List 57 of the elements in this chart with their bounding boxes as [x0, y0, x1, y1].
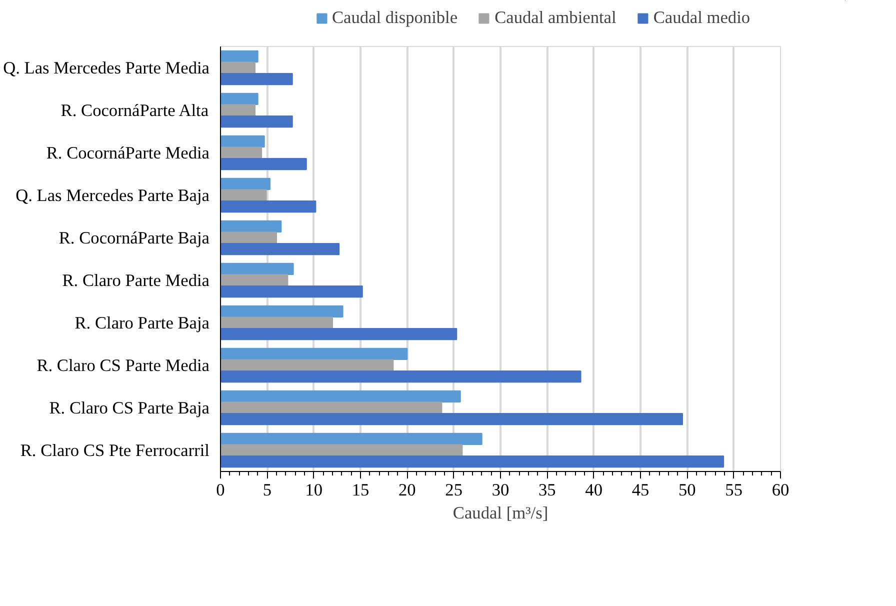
x-tick-label: 20	[398, 480, 416, 500]
y-tick-label: Q. Las Mercedes Parte Baja	[16, 186, 210, 205]
y-tick-label: R. CocornáParte Alta	[60, 100, 209, 120]
bar	[220, 456, 724, 468]
bar	[220, 286, 363, 298]
bar	[220, 413, 683, 426]
bar	[220, 243, 340, 256]
bar	[220, 73, 293, 86]
legend-label: Caudal ambiental	[494, 8, 616, 28]
y-tick-label: R. CocornáParte Media	[46, 143, 210, 162]
x-axis-title: Caudal [m³/s]	[452, 504, 548, 522]
bar	[220, 370, 582, 383]
bar	[220, 220, 282, 232]
bar	[220, 146, 262, 159]
bar	[220, 62, 256, 74]
x-tick-label: 55	[725, 480, 742, 500]
y-tick-label: R. Claro CS Pte Ferrocarril	[20, 440, 210, 460]
bar	[220, 274, 288, 286]
x-tick-label: 45	[632, 480, 650, 500]
x-tick-label: 50	[678, 480, 696, 500]
x-tick-label: 60	[772, 480, 790, 500]
x-tick-label: 25	[445, 480, 462, 500]
bar	[220, 178, 270, 190]
x-tick-label: 10	[305, 480, 322, 500]
bar	[220, 104, 256, 116]
bar	[220, 348, 408, 360]
y-tick-label: R. Claro Parte Media	[62, 270, 210, 290]
x-tick-label: 35	[538, 480, 556, 500]
bar	[220, 116, 293, 128]
bar	[220, 359, 394, 372]
bar	[220, 305, 344, 318]
bar	[220, 158, 307, 170]
legend-label: Caudal disponible	[332, 8, 458, 28]
bar	[220, 316, 333, 329]
bar	[220, 262, 294, 275]
x-tick-label: 5	[262, 480, 272, 500]
bar	[220, 200, 316, 213]
bar	[220, 390, 461, 402]
bar	[220, 189, 267, 202]
y-tick-label: R. Claro CS Parte Media	[36, 356, 210, 375]
y-tick-label: R. CocornáParte Baja	[58, 228, 210, 248]
bar	[220, 232, 277, 244]
legend-label: Caudal medio	[653, 8, 750, 28]
y-tick-label: Q. Las Mercedes Parte Media	[3, 58, 210, 78]
x-tick-label: 15	[352, 480, 370, 500]
y-tick-label: R. Claro Parte Baja	[74, 313, 210, 332]
bar	[220, 432, 482, 445]
bar	[220, 402, 442, 414]
x-tick-label: 0	[216, 480, 225, 500]
x-tick-label: 40	[585, 480, 602, 500]
bar	[220, 50, 258, 62]
y-tick-label: R. Claro CS Parte Baja	[49, 398, 210, 418]
x-tick-label: 30	[492, 480, 510, 500]
bar	[220, 328, 458, 340]
bar	[220, 135, 265, 148]
bar	[220, 444, 463, 456]
bar	[220, 92, 258, 105]
